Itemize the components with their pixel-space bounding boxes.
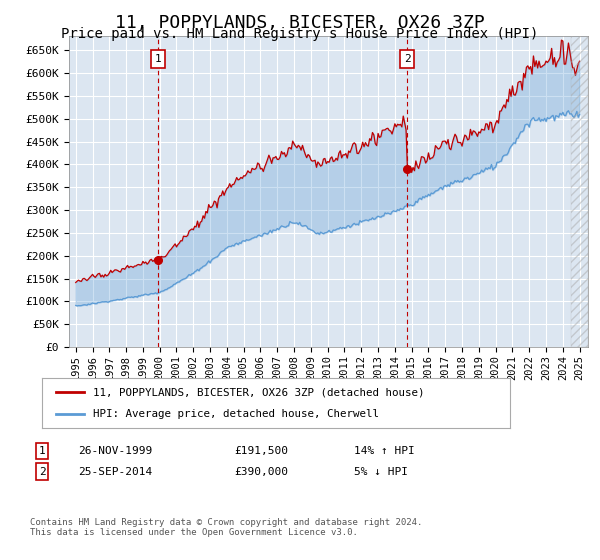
Text: 1: 1	[38, 446, 46, 456]
Text: £191,500: £191,500	[234, 446, 288, 456]
Text: 25-SEP-2014: 25-SEP-2014	[78, 466, 152, 477]
Text: 11, POPPYLANDS, BICESTER, OX26 3ZP: 11, POPPYLANDS, BICESTER, OX26 3ZP	[115, 14, 485, 32]
Text: Price paid vs. HM Land Registry's House Price Index (HPI): Price paid vs. HM Land Registry's House …	[61, 27, 539, 41]
Text: 1: 1	[155, 54, 161, 64]
Text: 26-NOV-1999: 26-NOV-1999	[78, 446, 152, 456]
Text: 2: 2	[38, 466, 46, 477]
Text: 5% ↓ HPI: 5% ↓ HPI	[354, 466, 408, 477]
Text: Contains HM Land Registry data © Crown copyright and database right 2024.
This d: Contains HM Land Registry data © Crown c…	[30, 518, 422, 538]
Text: £390,000: £390,000	[234, 466, 288, 477]
Text: 14% ↑ HPI: 14% ↑ HPI	[354, 446, 415, 456]
Text: HPI: Average price, detached house, Cherwell: HPI: Average price, detached house, Cher…	[94, 409, 379, 419]
Text: 11, POPPYLANDS, BICESTER, OX26 3ZP (detached house): 11, POPPYLANDS, BICESTER, OX26 3ZP (deta…	[94, 387, 425, 397]
Text: 2: 2	[404, 54, 410, 64]
